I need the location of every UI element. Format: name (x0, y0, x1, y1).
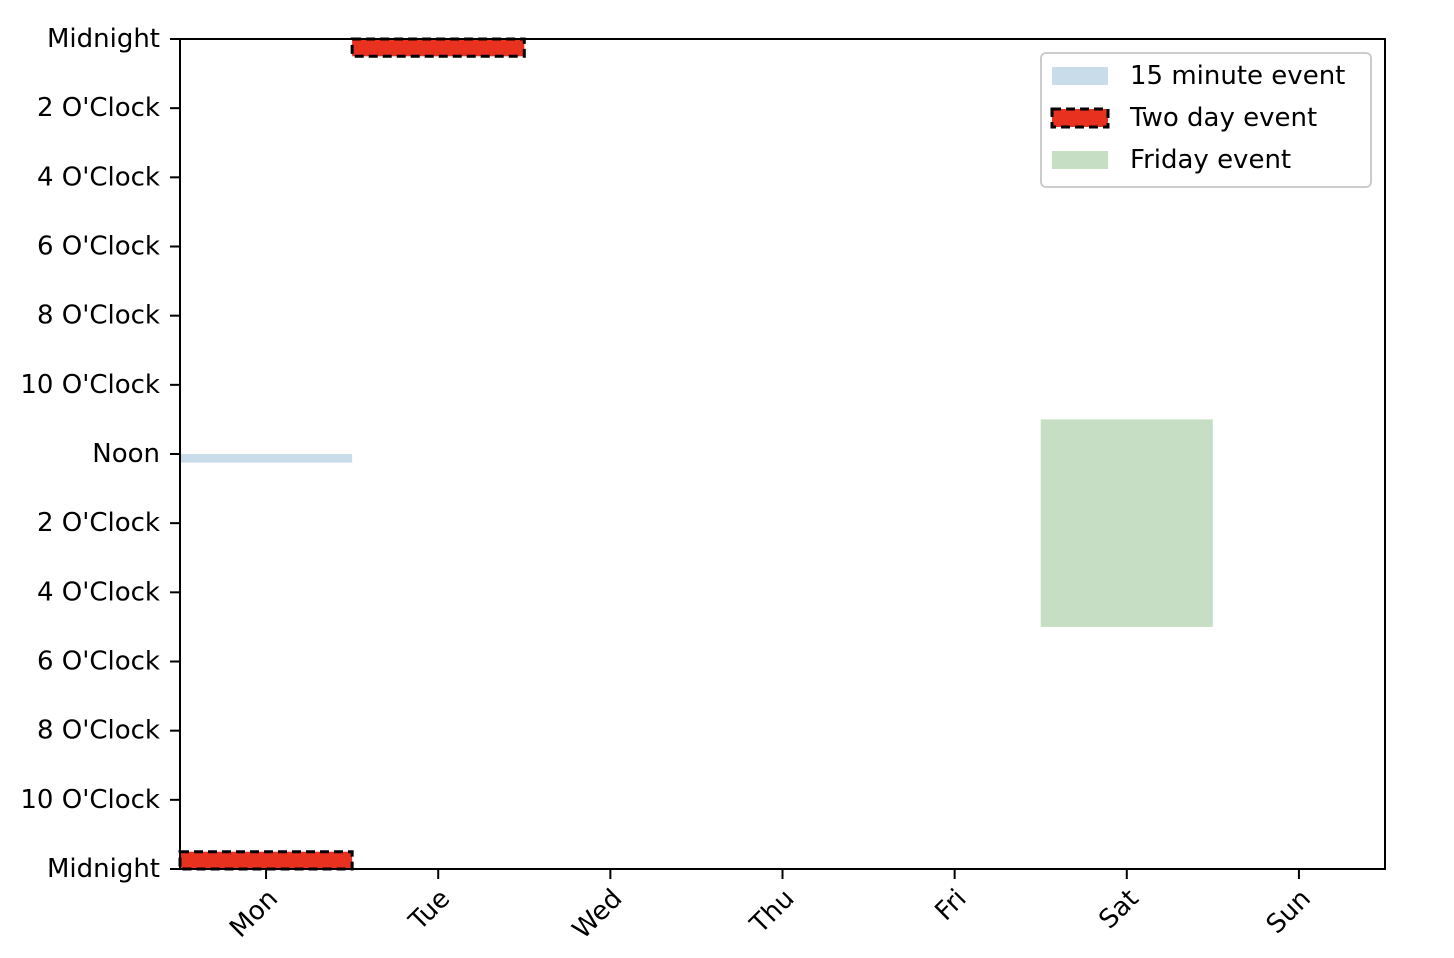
y-tick-label: 6 O'Clock (37, 232, 160, 262)
y-tick-label: 6 O'Clock (37, 647, 160, 677)
y-tick-label: 2 O'Clock (37, 508, 160, 538)
y-tick-label: 4 O'Clock (37, 162, 160, 192)
legend-swatch-15-minute-event (1052, 67, 1108, 85)
x-tick-label: Fri (929, 884, 972, 927)
y-tick-label: 8 O'Clock (37, 301, 160, 331)
y-tick-label: Midnight (47, 854, 160, 884)
legend-frame (1040, 52, 1372, 188)
legend: 15 minute event Two day event Friday event (1040, 52, 1372, 188)
legend-swatch-two-day-event (1050, 107, 1110, 129)
y-tick-label: 10 O'Clock (20, 785, 160, 815)
legend-label: Friday event (1130, 145, 1291, 175)
event-block-two-day-event (350, 37, 526, 58)
y-tick-label: 8 O'Clock (37, 716, 160, 746)
x-tick-label: Sat (1093, 884, 1144, 935)
y-tick-label: 10 O'Clock (20, 370, 160, 400)
x-tick-label: Mon (224, 884, 284, 944)
y-tick-label: Noon (92, 439, 160, 469)
y-axis: Midnight 2 O'Clock 4 O'Clock 6 O'Clock 8 O'C… (20, 24, 180, 884)
y-tick-label: 4 O'Clock (37, 577, 160, 607)
plot-area (178, 37, 1213, 871)
x-tick-label: Sun (1261, 884, 1317, 940)
event-block-two-day-event (178, 850, 354, 871)
legend-label: 15 minute event (1130, 61, 1345, 91)
x-tick-label: Wed (567, 884, 628, 945)
event-block-15-minute-event (180, 454, 353, 463)
x-tick-label: Tue (403, 884, 456, 937)
x-axis: Mon Tue Wed Thu Fri Sat Sun (224, 869, 1317, 945)
event-block-friday-event (1040, 419, 1213, 627)
legend-label: Two day event (1129, 103, 1317, 133)
legend-swatch-friday-event (1052, 151, 1108, 169)
y-tick-label: 2 O'Clock (37, 93, 160, 123)
x-tick-label: Thu (744, 884, 800, 940)
y-tick-label: Midnight (47, 24, 160, 54)
